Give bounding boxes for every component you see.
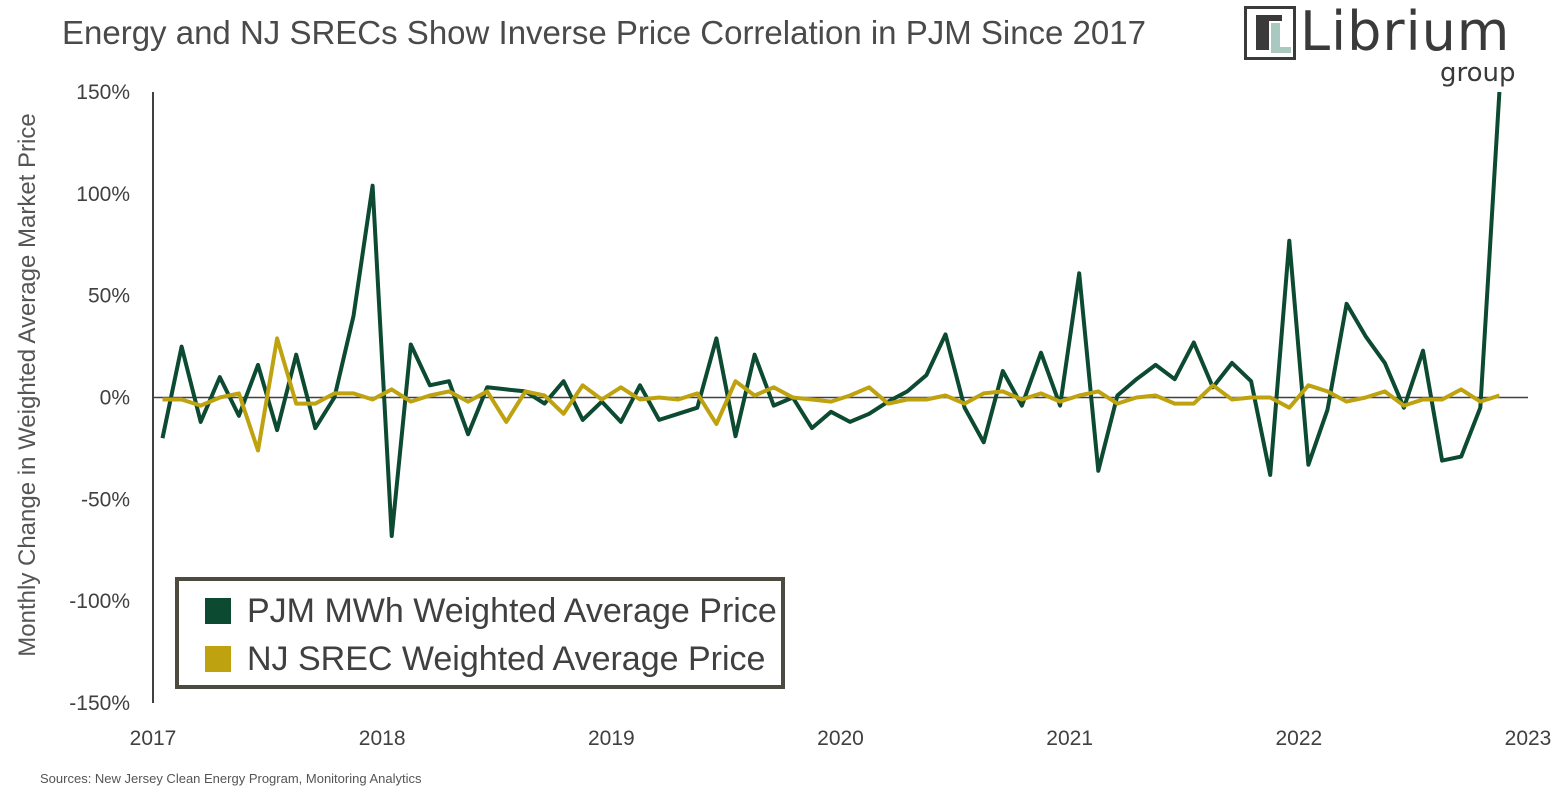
x-tick-label: 2018 — [359, 727, 406, 750]
source-note: Sources: New Jersey Clean Energy Program… — [40, 771, 422, 786]
logo-wordmark: Librium — [1300, 0, 1511, 63]
legend-label-srec: NJ SREC Weighted Average Price — [247, 639, 766, 678]
librium-group-logo: Librium group — [1244, 0, 1534, 96]
y-tick-label: -50% — [81, 488, 130, 511]
librium-logo-mark-icon — [1244, 6, 1296, 60]
y-tick-label: 50% — [88, 285, 130, 308]
y-tick-label: -150% — [69, 692, 130, 715]
x-tick-label: 2022 — [1275, 727, 1322, 750]
legend-swatch-pjm — [205, 598, 231, 624]
legend-item-pjm: PJM MWh Weighted Average Price — [205, 591, 777, 631]
x-tick-label: 2020 — [817, 727, 864, 750]
x-tick-label: 2023 — [1505, 727, 1552, 750]
series-line-pjm — [160, 91, 1502, 538]
chart-legend: PJM MWh Weighted Average Price NJ SREC W… — [175, 577, 785, 689]
x-tick-label: 2019 — [588, 727, 635, 750]
legend-swatch-srec — [205, 646, 231, 672]
legend-label-pjm: PJM MWh Weighted Average Price — [247, 591, 777, 630]
x-tick-label: 2021 — [1046, 727, 1093, 750]
y-tick-label: -100% — [69, 590, 130, 613]
logo-subtext: group — [1440, 58, 1516, 88]
y-tick-label: 100% — [76, 183, 130, 206]
x-tick-label: 2017 — [130, 727, 177, 750]
y-tick-label: 0% — [100, 387, 130, 410]
y-axis-label: Monthly Change in Weighted Average Marke… — [14, 113, 41, 656]
y-tick-label: 150% — [76, 81, 130, 104]
chart-ticks: 150% 100% 50% 0% -50% -100% -150%2017 2018 2019 2… — [69, 81, 1551, 750]
legend-item-srec: NJ SREC Weighted Average Price — [205, 639, 765, 679]
chart-series — [160, 91, 1502, 538]
chart-title: Energy and NJ SRECs Show Inverse Price C… — [62, 14, 1146, 51]
